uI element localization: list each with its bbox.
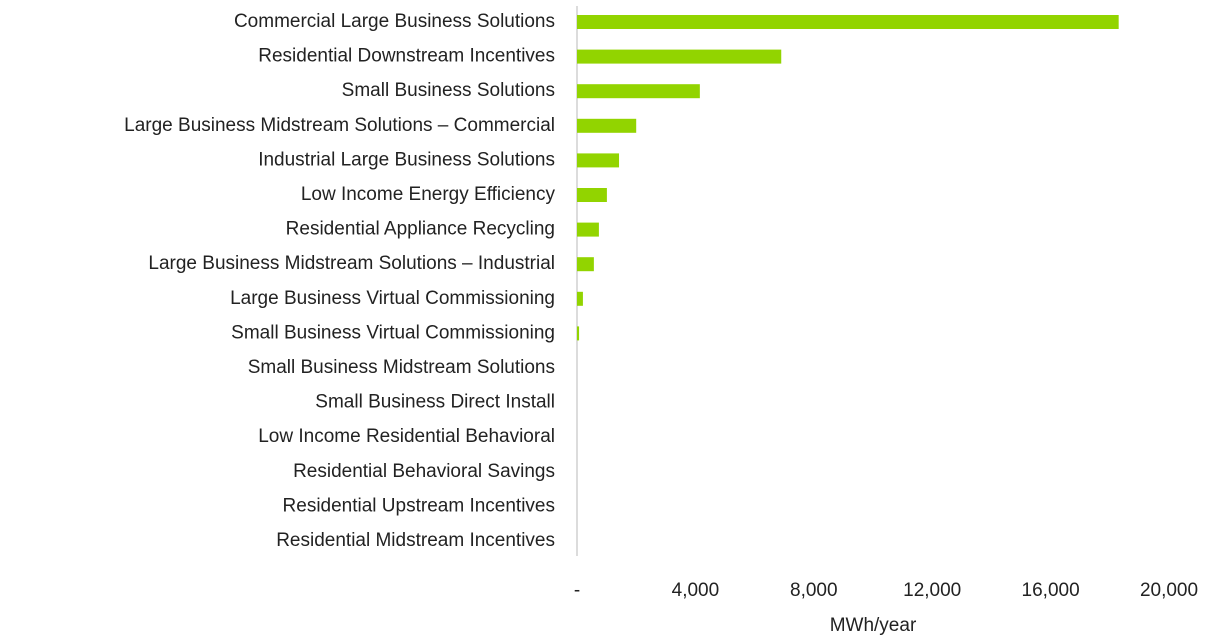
x-tick-label: 12,000: [903, 580, 961, 601]
x-tick-label: 16,000: [1022, 580, 1080, 601]
y-tick-label: Residential Midstream Incentives: [276, 530, 555, 551]
y-tick-label: Residential Upstream Incentives: [283, 495, 555, 516]
bar: [577, 153, 620, 168]
y-tick-label: Low Income Residential Behavioral: [258, 426, 555, 447]
bar: [577, 84, 700, 99]
y-tick-label: Low Income Energy Efficiency: [301, 184, 556, 205]
y-tick-label: Commercial Large Business Solutions: [234, 11, 555, 32]
y-tick-label: Small Business Midstream Solutions: [248, 357, 555, 378]
y-tick-label: Small Business Solutions: [342, 80, 555, 101]
y-tick-label: Large Business Virtual Commissioning: [230, 288, 555, 309]
y-tick-label: Large Business Midstream Solutions – Com…: [124, 115, 555, 136]
y-tick-label: Small Business Direct Install: [315, 392, 555, 413]
y-tick-label: Residential Downstream Incentives: [258, 46, 555, 67]
bar: [577, 257, 594, 272]
bar: [577, 326, 580, 341]
bar: [577, 188, 607, 202]
x-tick-label: 20,000: [1140, 580, 1198, 601]
y-tick-label: Small Business Virtual Commissioning: [231, 322, 555, 343]
y-tick-label: Residential Appliance Recycling: [286, 219, 555, 240]
x-axis-label: MWh/year: [830, 615, 917, 636]
y-tick-label: Industrial Large Business Solutions: [258, 149, 555, 170]
x-tick-label: 4,000: [672, 580, 720, 601]
bar: [577, 222, 599, 237]
bar: [577, 118, 637, 133]
bar: [577, 49, 782, 64]
x-tick-label: 8,000: [790, 580, 838, 601]
y-tick-label: Large Business Midstream Solutions – Ind…: [148, 253, 555, 274]
x-tick-label: -: [574, 580, 580, 601]
bar: [577, 291, 583, 306]
y-tick-label: Residential Behavioral Savings: [293, 461, 555, 482]
bar: [577, 15, 1119, 29]
